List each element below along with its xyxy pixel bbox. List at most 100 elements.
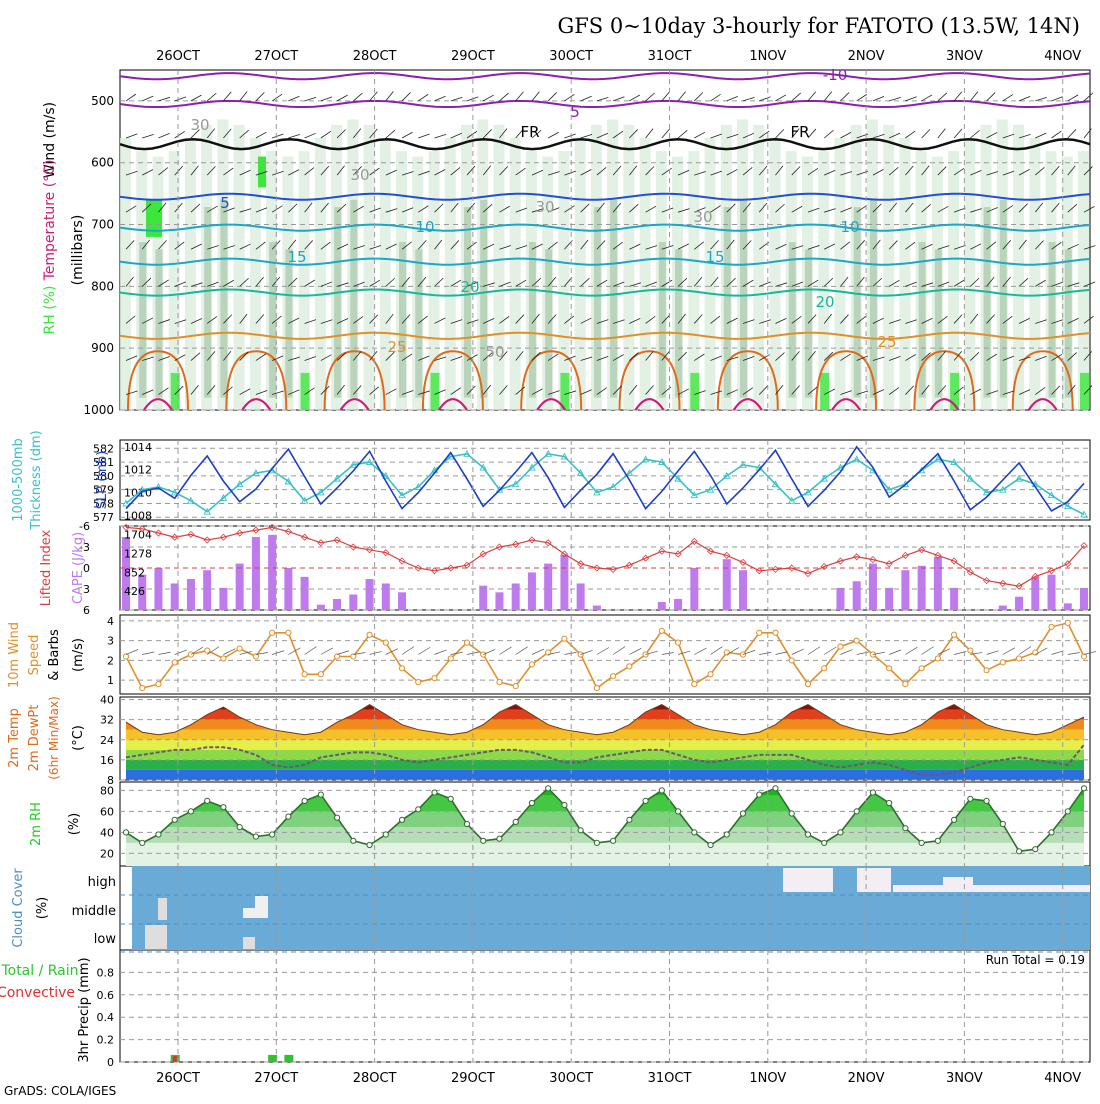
wind-barb bbox=[564, 133, 576, 139]
axis-unit: (%) bbox=[67, 813, 82, 836]
rh-shade bbox=[184, 138, 196, 410]
wind-barb bbox=[791, 92, 801, 102]
wind-barb bbox=[482, 203, 493, 213]
thickness-point bbox=[723, 471, 731, 479]
rh2m-point bbox=[155, 831, 162, 838]
wind-barb bbox=[190, 243, 202, 250]
wind-barb bbox=[726, 389, 738, 395]
rh2m-point bbox=[1015, 848, 1023, 855]
wind-barb bbox=[726, 277, 736, 287]
wind-barb bbox=[434, 277, 444, 287]
wind-barb bbox=[547, 241, 558, 250]
temp-band bbox=[126, 749, 1084, 760]
wind-barb bbox=[824, 243, 836, 250]
cape-bar bbox=[576, 583, 585, 610]
thickness-point bbox=[1047, 491, 1056, 499]
lifted-index-point bbox=[560, 550, 568, 558]
wind-barb bbox=[288, 203, 298, 213]
wind-barb bbox=[304, 356, 317, 361]
lifted-index-point bbox=[447, 564, 455, 572]
wind-barb-10m bbox=[775, 651, 788, 655]
wind-barb bbox=[1067, 352, 1077, 361]
wind-barb bbox=[206, 385, 216, 395]
lifted-index-point bbox=[349, 543, 357, 551]
wind-barb bbox=[255, 353, 267, 361]
thickness-point bbox=[950, 458, 958, 466]
wind-barb bbox=[320, 202, 329, 213]
wind-barb bbox=[499, 351, 508, 361]
wind-barb bbox=[1035, 387, 1046, 395]
thickness-point bbox=[641, 455, 650, 463]
rh-shade-mid bbox=[658, 242, 666, 398]
cape-bar bbox=[479, 585, 488, 610]
rh2m-point bbox=[902, 825, 909, 832]
rh-shade-mid bbox=[463, 207, 471, 398]
rh-shade-green bbox=[690, 372, 700, 410]
wind-barb bbox=[174, 385, 184, 395]
contour-label: FR bbox=[520, 123, 539, 141]
wind-barb-10m bbox=[710, 646, 723, 655]
wind-barb bbox=[905, 130, 916, 139]
cloud-high bbox=[943, 877, 973, 885]
wind-barb-10m bbox=[970, 652, 983, 655]
wind-barb bbox=[1018, 239, 1027, 250]
isotherm-5 bbox=[119, 192, 1091, 201]
wind-barb bbox=[336, 165, 345, 176]
wind-barb bbox=[417, 240, 427, 250]
wind-barb bbox=[612, 96, 625, 102]
thickness-point bbox=[479, 463, 487, 471]
wind-barb bbox=[385, 351, 395, 361]
rh2m-point bbox=[610, 837, 617, 844]
cape-bar bbox=[592, 605, 601, 610]
wind-barb bbox=[970, 91, 979, 102]
wind-barb bbox=[807, 167, 819, 176]
y-tick-label: 581 bbox=[93, 456, 114, 469]
wind-barb bbox=[190, 203, 201, 213]
wind-barb bbox=[905, 281, 917, 287]
date-label-top: 29OCT bbox=[451, 49, 495, 64]
y-tick-label: 3 bbox=[107, 635, 114, 648]
wind-barb bbox=[921, 243, 933, 250]
thickness-point bbox=[852, 455, 861, 463]
wind-barb bbox=[353, 245, 365, 250]
wind-barb bbox=[239, 129, 250, 139]
rh2m-point bbox=[187, 808, 195, 815]
wind-barb bbox=[677, 313, 686, 324]
wind-barb bbox=[694, 171, 706, 176]
wind-barb bbox=[548, 207, 560, 213]
lifted-index-point bbox=[1080, 542, 1088, 550]
wind-barb bbox=[775, 282, 788, 287]
wind-barb bbox=[369, 245, 382, 250]
wind-barb bbox=[645, 245, 658, 250]
rh-shade-mid bbox=[334, 207, 342, 398]
rh-shade bbox=[899, 138, 911, 410]
wind-barb bbox=[174, 354, 186, 361]
lifted-index-point bbox=[495, 543, 504, 551]
y-tick-label: 0.6 bbox=[97, 989, 115, 1002]
temp-band bbox=[126, 759, 1084, 770]
wind-barb bbox=[369, 207, 381, 213]
wind-speed-point bbox=[707, 671, 714, 678]
rh2m-point bbox=[122, 829, 130, 836]
thickness-point bbox=[382, 471, 390, 479]
cape-bar bbox=[885, 587, 894, 610]
cloud-mid bbox=[255, 896, 268, 908]
wind-barb bbox=[353, 281, 365, 287]
wind-speed-point bbox=[496, 679, 503, 686]
thickness-point bbox=[284, 477, 293, 485]
wind-barb bbox=[320, 96, 333, 102]
y-tick-label: 1 bbox=[107, 674, 114, 687]
rh-shade-mid bbox=[220, 199, 228, 398]
thickness-point bbox=[804, 488, 812, 496]
wind-barb bbox=[970, 277, 980, 287]
rh2m-point bbox=[593, 839, 600, 847]
cape-bar bbox=[657, 602, 666, 610]
y-tick-label: 1000 bbox=[83, 403, 114, 417]
isotherm--10 bbox=[119, 72, 1091, 81]
rh2m-point bbox=[350, 837, 357, 844]
wind-barb-10m bbox=[304, 646, 317, 655]
wind-barb bbox=[483, 318, 495, 324]
wind-barb bbox=[694, 131, 706, 139]
wind-barb bbox=[466, 385, 476, 395]
wind-barb bbox=[239, 278, 249, 287]
